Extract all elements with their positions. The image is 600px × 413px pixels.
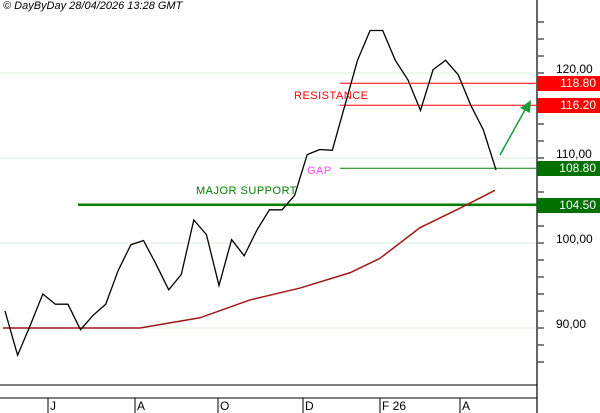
y-tick-label: 100,00 [556, 232, 593, 246]
major-support-label: MAJOR SUPPORT [196, 185, 298, 197]
price-line [4, 29, 497, 358]
x-tick-label: J [50, 399, 56, 413]
chart-header: © DayByDay 28/04/2026 13:28 GMT [3, 0, 183, 12]
x-tick-label: A [462, 399, 471, 413]
y-tick-label: 90,00 [556, 317, 587, 331]
level-tag: 108.80 [537, 161, 600, 177]
level-tag: 116.20 [537, 98, 600, 114]
x-tick-label: F 26 [382, 399, 407, 413]
level-tag: 104.50 [537, 197, 600, 213]
gap-label: GAP [307, 165, 332, 177]
level-tag: 118.80 [537, 76, 600, 92]
moving-average-line [3, 189, 496, 329]
x-tick-label: D [305, 399, 314, 413]
x-tick-label: O [220, 399, 230, 413]
arrow-shaft [499, 107, 527, 156]
x-tick-label: A [137, 399, 146, 413]
resistance-label: RESISTANCE [294, 90, 369, 102]
y-tick-label: 120,00 [556, 62, 593, 76]
y-tick-label: 110,00 [556, 147, 592, 161]
arrow-head [520, 100, 531, 113]
